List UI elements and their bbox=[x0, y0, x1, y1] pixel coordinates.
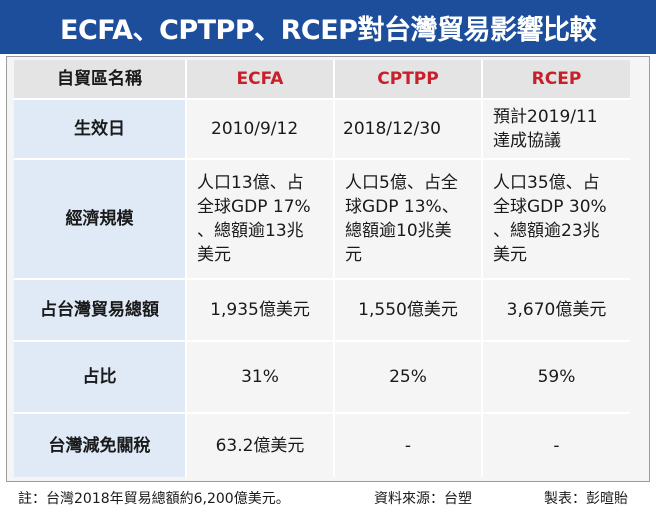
table-cell: 人口5億、占全 球GDP 13%、 總額逾10兆美 元 bbox=[333, 158, 482, 279]
header-label: 自貿區名稱 bbox=[14, 60, 186, 99]
cell-line: 元 bbox=[345, 245, 362, 265]
cell-line: 、總額逾13兆 bbox=[197, 221, 304, 241]
table-cell: 59% bbox=[481, 340, 630, 413]
table-cell: 1,935億美元 bbox=[185, 278, 334, 341]
cell-line: 達成協議 bbox=[493, 131, 561, 151]
table-cell: 25% bbox=[333, 340, 482, 413]
source-credit: 資料來源：台塑 bbox=[374, 491, 472, 507]
table-row: 台灣減免關稅 63.2億美元 - - bbox=[14, 412, 630, 477]
table-cell: 31% bbox=[185, 340, 334, 413]
column-header-cptpp: CPTPP bbox=[333, 60, 482, 99]
cell-line: 預計2019/11 bbox=[493, 107, 598, 127]
cell-line: 2010/9/12 bbox=[211, 119, 299, 139]
table-cell: 3,670億美元 bbox=[481, 278, 630, 341]
header-row: 自貿區名稱 ECFA CPTPP RCEP bbox=[14, 60, 630, 99]
cell-line: 2018/12/30 bbox=[343, 119, 441, 139]
row-label: 生效日 bbox=[14, 98, 186, 159]
comparison-table: 自貿區名稱 ECFA CPTPP RCEP 生效日 2010/9/12 2018… bbox=[14, 60, 630, 477]
table-cell: 人口13億、占 全球GDP 17% 、總額逾13兆 美元 bbox=[185, 158, 334, 279]
table-cell: - bbox=[481, 412, 630, 477]
row-label: 占台灣貿易總額 bbox=[14, 278, 186, 341]
table-row: 生效日 2010/9/12 2018/12/30 預計2019/11 達成協議 bbox=[14, 98, 630, 159]
cell-line: 球GDP 13%、 bbox=[345, 197, 459, 217]
page-title: ECFA、CPTPP、RCEP對台灣貿易影響比較 bbox=[60, 14, 596, 46]
table-row: 占比 31% 25% 59% bbox=[14, 340, 630, 413]
cell-line: 全球GDP 17% bbox=[197, 197, 311, 217]
footnote: 註：台灣2018年貿易總額約6,200億美元。 bbox=[18, 491, 290, 507]
cell-line: 人口35億、占 bbox=[493, 173, 600, 193]
cell-line: 全球GDP 30% bbox=[493, 197, 607, 217]
footer: 註：台灣2018年貿易總額約6,200億美元。 資料來源：台塑 製表：彭暄貽 bbox=[18, 488, 640, 510]
cell-line: 美元 bbox=[493, 245, 527, 265]
chart-credit: 製表：彭暄貽 bbox=[544, 491, 628, 507]
table-row: 占台灣貿易總額 1,935億美元 1,550億美元 3,670億美元 bbox=[14, 278, 630, 341]
cell-line: 美元 bbox=[197, 245, 231, 265]
row-label: 經濟規模 bbox=[14, 158, 186, 279]
column-header-ecfa: ECFA bbox=[185, 60, 334, 99]
cell-line: 人口13億、占 bbox=[197, 173, 304, 193]
row-label: 台灣減免關稅 bbox=[14, 412, 186, 477]
column-header-rcep: RCEP bbox=[481, 60, 630, 99]
table-row: 經濟規模 人口13億、占 全球GDP 17% 、總額逾13兆 美元 人口5億、占… bbox=[14, 158, 630, 279]
row-label: 占比 bbox=[14, 340, 186, 413]
title-bar: ECFA、CPTPP、RCEP對台灣貿易影響比較 bbox=[0, 0, 656, 54]
table-cell: 1,550億美元 bbox=[333, 278, 482, 341]
table-cell: 2010/9/12 bbox=[185, 98, 334, 159]
cell-line: 人口5億、占全 bbox=[345, 173, 458, 193]
table-cell: 預計2019/11 達成協議 bbox=[481, 98, 630, 159]
cell-line: 、總額逾23兆 bbox=[493, 221, 600, 241]
table-cell: - bbox=[333, 412, 482, 477]
table-cell: 63.2億美元 bbox=[185, 412, 334, 477]
cell-line: 總額逾10兆美 bbox=[345, 221, 452, 241]
table-cell: 2018/12/30 bbox=[333, 98, 482, 159]
table-cell: 人口35億、占 全球GDP 30% 、總額逾23兆 美元 bbox=[481, 158, 630, 279]
